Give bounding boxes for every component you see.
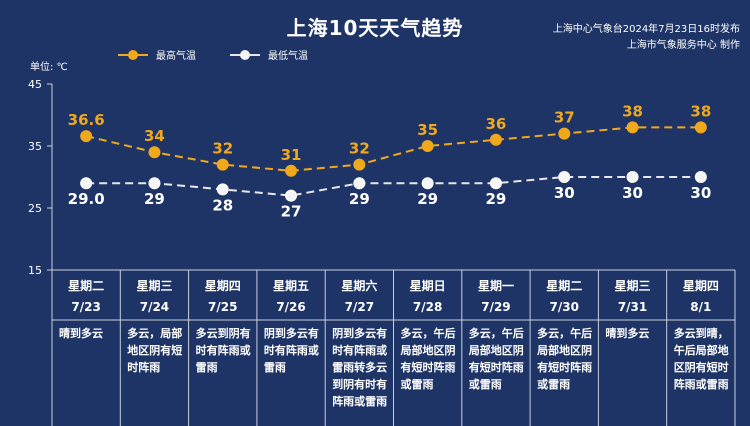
low-temp-point bbox=[694, 171, 707, 183]
day-date: 7/29 bbox=[481, 300, 510, 314]
legend-low-label: 最低气温 bbox=[268, 51, 308, 62]
high-temp-label: 36.6 bbox=[68, 111, 105, 129]
y-tick-label: 25 bbox=[28, 202, 42, 215]
low-temp-label: 29 bbox=[486, 190, 507, 208]
day-weather: 多云到晴，午后局部地区阴有短时阵雨或雷雨 bbox=[674, 326, 729, 391]
day-weekday: 星期二 bbox=[546, 278, 582, 293]
high-temp-point bbox=[421, 140, 434, 152]
y-tick-label: 35 bbox=[28, 140, 42, 153]
high-temp-label: 32 bbox=[349, 140, 370, 158]
low-temp-label: 30 bbox=[554, 184, 575, 202]
high-temp-label: 36 bbox=[486, 115, 507, 133]
day-date: 7/31 bbox=[618, 300, 647, 314]
day-weekday: 星期日 bbox=[410, 278, 446, 293]
y-axis-unit: 单位: ℃ bbox=[30, 62, 68, 73]
day-weather: 多云，午后局部地区阴有短时阵雨或雷雨 bbox=[400, 326, 456, 391]
low-temp-point bbox=[626, 171, 639, 183]
low-temp-point bbox=[353, 177, 366, 190]
day-date: 7/27 bbox=[345, 300, 374, 314]
high-temp-point bbox=[694, 121, 707, 134]
y-tick-label: 15 bbox=[28, 264, 42, 277]
low-temp-label: 29 bbox=[349, 190, 370, 208]
high-temp-label: 38 bbox=[690, 102, 711, 120]
low-temp-point bbox=[80, 177, 93, 190]
low-temp-label: 28 bbox=[212, 196, 233, 214]
day-weather: 多云，午后局部地区阴有短时阵雨或雷雨 bbox=[536, 326, 592, 391]
chart-title: 上海10天天气趋势 bbox=[286, 16, 464, 40]
source-info: 上海中心气象台2024年7月23日16时发布 上海市气象服务中心 制作 bbox=[553, 22, 740, 54]
low-temp-line bbox=[86, 176, 701, 197]
day-weather: 阴到多云有时有阵雨或雷雨 bbox=[264, 326, 319, 374]
day-weather: 多云到阴有时有阵雨或雷雨 bbox=[196, 326, 251, 374]
legend-item-low: 最低气温 bbox=[230, 47, 308, 62]
day-weather: 多云，午后局部地区阴有短时阵雨或雷雨 bbox=[468, 326, 524, 391]
low-temp-label: 30 bbox=[690, 184, 711, 202]
legend-item-high: 最高气温 bbox=[118, 47, 196, 62]
day-weather: 晴到多云 bbox=[59, 326, 103, 340]
source-line-2: 上海市气象服务中心 制作 bbox=[626, 40, 740, 51]
high-temp-point bbox=[558, 127, 571, 140]
day-date: 7/25 bbox=[208, 300, 237, 314]
day-weather: 阴到多云有时有阵雨或雷雨转多云到阴有时有阵雨或雷雨 bbox=[332, 326, 387, 408]
low-temp-point bbox=[558, 171, 571, 183]
low-temp-point bbox=[489, 177, 502, 190]
low-temp-point bbox=[216, 183, 229, 196]
high-temp-label: 37 bbox=[554, 109, 575, 127]
low-temp-point bbox=[148, 177, 161, 190]
day-date: 7/23 bbox=[71, 300, 100, 314]
day-weekday: 星期二 bbox=[68, 278, 104, 293]
legend-high-label: 最高气温 bbox=[156, 51, 196, 62]
day-date: 7/24 bbox=[140, 300, 169, 314]
y-tick-label: 45 bbox=[28, 78, 42, 91]
day-weekday: 星期五 bbox=[273, 278, 309, 293]
day-date: 7/28 bbox=[413, 300, 442, 314]
legend: 最高气温 最低气温 bbox=[118, 47, 342, 62]
low-temp-label: 30 bbox=[622, 184, 643, 202]
low-temp-point bbox=[421, 177, 434, 190]
high-temp-point bbox=[489, 133, 502, 146]
legend-low-marker-icon bbox=[230, 49, 260, 60]
day-weekday: 星期六 bbox=[341, 278, 377, 293]
day-date: 8/1 bbox=[690, 300, 711, 314]
day-weather: 多云，局部地区阴有短时阵雨 bbox=[127, 326, 182, 374]
high-temp-label: 35 bbox=[417, 121, 438, 139]
high-temp-label: 38 bbox=[622, 102, 643, 120]
day-date: 7/26 bbox=[276, 300, 305, 314]
low-temp-label: 29 bbox=[144, 190, 165, 208]
high-temp-point bbox=[80, 130, 93, 143]
high-temp-label: 32 bbox=[212, 140, 233, 158]
high-temp-point bbox=[626, 121, 639, 134]
low-temp-label: 27 bbox=[281, 203, 302, 221]
day-weekday: 星期三 bbox=[136, 278, 172, 293]
day-weekday: 星期四 bbox=[683, 278, 719, 293]
high-temp-point bbox=[216, 158, 229, 171]
low-temp-point bbox=[285, 189, 298, 202]
low-temp-label: 29.0 bbox=[68, 190, 105, 208]
legend-high-marker-icon bbox=[118, 49, 148, 60]
day-weekday: 星期四 bbox=[205, 278, 241, 293]
high-temp-label: 34 bbox=[144, 127, 165, 145]
source-line-1: 上海中心气象台2024年7月23日16时发布 bbox=[552, 24, 740, 35]
low-temp-label: 29 bbox=[417, 190, 438, 208]
high-temp-line bbox=[85, 126, 701, 172]
day-weekday: 星期一 bbox=[478, 278, 514, 293]
day-date: 7/30 bbox=[550, 300, 579, 314]
day-weather: 晴到多云 bbox=[605, 326, 649, 340]
high-temp-point bbox=[353, 158, 366, 171]
high-temp-label: 31 bbox=[281, 146, 302, 164]
high-temp-point bbox=[148, 146, 161, 159]
high-temp-point bbox=[285, 164, 298, 177]
day-weekday: 星期三 bbox=[615, 278, 651, 293]
